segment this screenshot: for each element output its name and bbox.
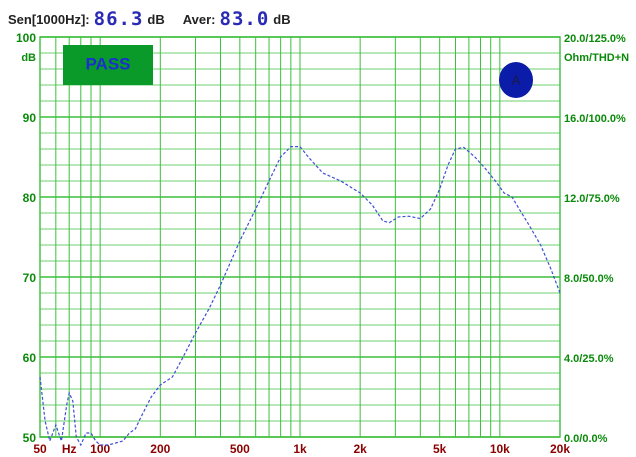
right-axis-tick-label: 16.0/100.0% — [564, 113, 626, 125]
frequency-response-line — [39, 146, 561, 447]
x-tick-label: Hz — [62, 442, 77, 456]
pass-status-badge — [63, 45, 153, 85]
chart-overlay: PASS A — [63, 45, 533, 98]
right-axis-tick-label: 20.0/125.0% — [564, 33, 626, 45]
average-unit: dB — [273, 11, 291, 27]
x-tick-label: 5k — [433, 442, 447, 456]
average-value: 83.0 — [219, 8, 270, 30]
frequency-response-series — [39, 146, 561, 447]
sensitivity-label: Sen[1000Hz]: — [8, 11, 90, 27]
channel-a-badge[interactable] — [499, 62, 533, 98]
average-label: Aver: — [182, 11, 216, 27]
right-axis-tick-label: 8.0/50.0% — [564, 273, 614, 285]
x-tick-label: 1k — [293, 442, 307, 456]
right-axis-tick-label: 12.0/75.0% — [564, 193, 620, 205]
x-tick-label: 500 — [230, 442, 250, 456]
y-tick-label: 70 — [23, 271, 37, 285]
right-axis-unit-label: Ohm/THD+N — [564, 52, 629, 64]
y-tick-label: 60 — [23, 351, 37, 365]
y-tick-label: 90 — [23, 111, 37, 125]
sensitivity-value: 86.3 — [93, 8, 144, 30]
y-tick-label: 80 — [23, 191, 37, 205]
x-tick-label: 100 — [90, 442, 110, 456]
sensitivity-unit: dB — [147, 11, 165, 27]
x-tick-label: 200 — [150, 442, 170, 456]
chart-axes: 100 90 80 70 60 50 dB 20.0/125.0% 16.0/100.0% 12.… — [16, 31, 629, 456]
chart-grid — [39, 36, 561, 438]
x-tick-label: 50 — [33, 442, 47, 456]
y-tick-label: 100 — [16, 31, 36, 45]
y-axis-unit-label: dB — [21, 52, 36, 64]
measurement-header: Sen[1000Hz]: 86.3 dB Aver: 83.0 dB — [8, 6, 309, 32]
x-tick-label: 20k — [550, 442, 570, 456]
right-axis-tick-label: 0.0/0.0% — [564, 433, 608, 445]
x-tick-label: 10k — [490, 442, 510, 456]
y-tick-label: 50 — [23, 431, 37, 445]
channel-a-label: A — [512, 72, 521, 87]
plot-frame — [39, 36, 561, 438]
right-axis-tick-label: 4.0/25.0% — [564, 353, 614, 365]
x-tick-label: 2k — [353, 442, 367, 456]
pass-status-label: PASS — [85, 54, 130, 73]
